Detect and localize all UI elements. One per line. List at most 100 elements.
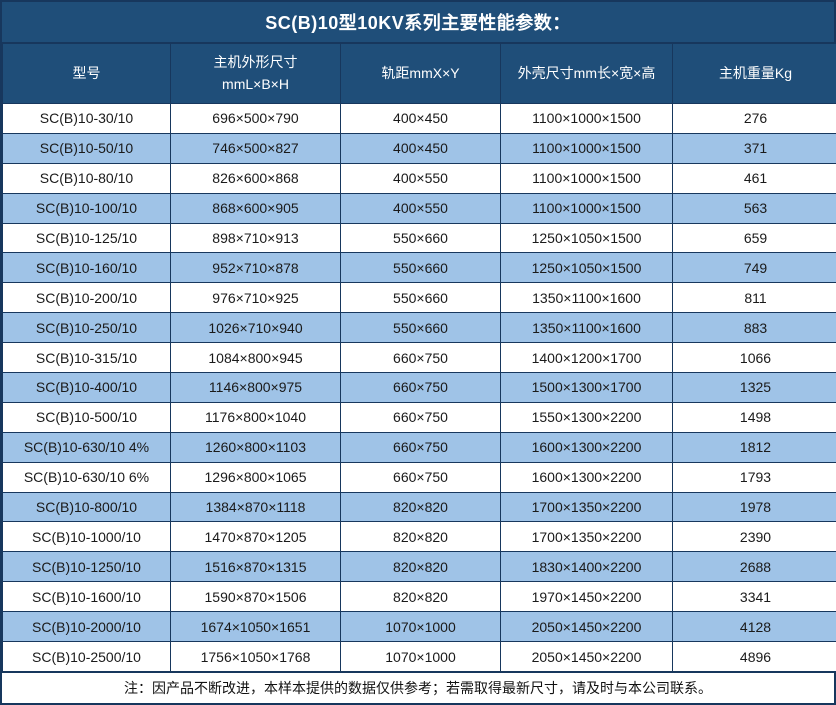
spec-cell-main-dims: 1674×1050×1651	[170, 611, 341, 643]
spec-cell-model: SC(B)10-800/10	[2, 491, 171, 523]
spec-cell-weight: 811	[672, 282, 836, 314]
spec-cell-track-gauge: 660×750	[340, 431, 501, 463]
spec-cell-shell-dims: 1100×1000×1500	[500, 103, 673, 134]
spec-cell-track-gauge: 550×660	[340, 222, 501, 254]
col-header-track-gauge: 轨距mmX×Y	[340, 43, 501, 104]
table-row: SC(B)10-100/10 868×600×905 400×550 1100×100…	[2, 192, 836, 224]
spec-cell-shell-dims: 1700×1350×2200	[500, 491, 673, 523]
table-row: SC(B)10-1250/10 1516×870×1315 820×820 1830×…	[2, 551, 836, 583]
spec-cell-main-dims: 1470×870×1205	[170, 521, 341, 553]
spec-cell-model: SC(B)10-400/10	[2, 372, 171, 403]
spec-cell-main-dims: 1084×800×945	[170, 342, 341, 374]
table-row: SC(B)10-50/10 746×500×827 400×450 1100×1000…	[2, 132, 836, 164]
spec-cell-track-gauge: 660×750	[340, 342, 501, 374]
spec-cell-model: SC(B)10-30/10	[2, 103, 171, 134]
spec-cell-main-dims: 1296×800×1065	[170, 461, 341, 493]
spec-cell-weight: 4896	[672, 641, 836, 672]
spec-cell-shell-dims: 1600×1300×2200	[500, 431, 673, 463]
table-row: SC(B)10-400/10 1146×800×975 660×750 1500×13…	[2, 372, 836, 403]
table-row: SC(B)10-800/10 1384×870×1118 820×820 1700×1…	[2, 491, 836, 523]
spec-cell-track-gauge: 400×450	[340, 103, 501, 134]
spec-cell-weight: 563	[672, 192, 836, 224]
spec-cell-shell-dims: 1250×1050×1500	[500, 252, 673, 284]
spec-cell-model: SC(B)10-250/10	[2, 312, 171, 344]
spec-cell-model: SC(B)10-630/10 6%	[2, 461, 171, 493]
spec-cell-weight: 371	[672, 132, 836, 164]
spec-cell-model: SC(B)10-500/10	[2, 401, 171, 433]
spec-cell-shell-dims: 2050×1450×2200	[500, 611, 673, 643]
table-row: SC(B)10-630/10 6% 1296×800×1065 660×750 160…	[2, 461, 836, 493]
spec-cell-model: SC(B)10-1250/10	[2, 551, 171, 583]
col-header-model: 型号	[2, 43, 171, 104]
spec-cell-shell-dims: 1100×1000×1500	[500, 192, 673, 224]
spec-cell-main-dims: 868×600×905	[170, 192, 341, 224]
spec-cell-weight: 1812	[672, 431, 836, 463]
spec-cell-weight: 1793	[672, 461, 836, 493]
table-row: SC(B)10-500/10 1176×800×1040 660×750 1550×1…	[2, 401, 836, 433]
spec-cell-track-gauge: 820×820	[340, 491, 501, 523]
col-header-weight: 主机重量Kg	[672, 43, 836, 104]
footer-note: 注：因产品不断改进，本样本提供的数据仅供参考；若需取得最新尺寸，请及时与本公司联…	[2, 672, 834, 703]
spec-cell-main-dims: 1590×870×1506	[170, 581, 341, 613]
spec-cell-track-gauge: 400×450	[340, 132, 501, 164]
spec-cell-model: SC(B)10-2500/10	[2, 641, 171, 672]
spec-cell-weight: 1498	[672, 401, 836, 433]
spec-cell-shell-dims: 1550×1300×2200	[500, 401, 673, 433]
spec-cell-model: SC(B)10-100/10	[2, 192, 171, 224]
spec-cell-shell-dims: 1600×1300×2200	[500, 461, 673, 493]
spec-cell-main-dims: 976×710×925	[170, 282, 341, 314]
spec-cell-weight: 276	[672, 103, 836, 134]
table-header: 型号 主机外形尺寸 mmL×B×H 轨距mmX×Y 外壳尺寸mm长×宽×高 主机…	[2, 43, 836, 104]
spec-cell-shell-dims: 2050×1450×2200	[500, 641, 673, 672]
spec-cell-track-gauge: 400×550	[340, 162, 501, 194]
spec-cell-shell-dims: 1700×1350×2200	[500, 521, 673, 553]
spec-cell-model: SC(B)10-80/10	[2, 162, 171, 194]
spec-cell-weight: 461	[672, 162, 836, 194]
spec-cell-shell-dims: 1970×1450×2200	[500, 581, 673, 613]
spec-cell-track-gauge: 660×750	[340, 461, 501, 493]
spec-cell-track-gauge: 1070×1000	[340, 611, 501, 643]
table-body: SC(B)10-30/10 696×500×790 400×450 1100×1000…	[2, 103, 836, 672]
spec-cell-track-gauge: 660×750	[340, 372, 501, 403]
spec-cell-main-dims: 746×500×827	[170, 132, 341, 164]
table-row: SC(B)10-125/10 898×710×913 550×660 1250×105…	[2, 222, 836, 254]
spec-cell-shell-dims: 1100×1000×1500	[500, 132, 673, 164]
spec-cell-main-dims: 696×500×790	[170, 103, 341, 134]
spec-cell-track-gauge: 400×550	[340, 192, 501, 224]
spec-cell-weight: 2688	[672, 551, 836, 583]
spec-cell-weight: 1978	[672, 491, 836, 523]
table-row: SC(B)10-30/10 696×500×790 400×450 1100×1000…	[2, 103, 836, 134]
spec-cell-weight: 1325	[672, 372, 836, 403]
spec-cell-track-gauge: 820×820	[340, 551, 501, 583]
spec-cell-main-dims: 1026×710×940	[170, 312, 341, 344]
table-row: SC(B)10-630/10 4% 1260×800×1103 660×750 160…	[2, 431, 836, 463]
spec-table: 型号 主机外形尺寸 mmL×B×H 轨距mmX×Y 外壳尺寸mm长×宽×高 主机…	[2, 43, 836, 672]
spec-cell-model: SC(B)10-630/10 4%	[2, 431, 171, 463]
table-row: SC(B)10-2000/10 1674×1050×1651 1070×1000 20…	[2, 611, 836, 643]
spec-cell-weight: 749	[672, 252, 836, 284]
spec-cell-model: SC(B)10-50/10	[2, 132, 171, 164]
spec-cell-shell-dims: 1400×1200×1700	[500, 342, 673, 374]
table-row: SC(B)10-250/10 1026×710×940 550×660 1350×11…	[2, 312, 836, 344]
table-row: SC(B)10-80/10 826×600×868 400×550 1100×1000…	[2, 162, 836, 194]
spec-cell-weight: 3341	[672, 581, 836, 613]
spec-cell-model: SC(B)10-315/10	[2, 342, 171, 374]
spec-cell-main-dims: 1384×870×1118	[170, 491, 341, 523]
spec-cell-weight: 2390	[672, 521, 836, 553]
spec-cell-shell-dims: 1250×1050×1500	[500, 222, 673, 254]
spec-cell-model: SC(B)10-1000/10	[2, 521, 171, 553]
spec-cell-track-gauge: 550×660	[340, 282, 501, 314]
spec-cell-model: SC(B)10-200/10	[2, 282, 171, 314]
spec-cell-main-dims: 826×600×868	[170, 162, 341, 194]
spec-cell-shell-dims: 1500×1300×1700	[500, 372, 673, 403]
spec-cell-shell-dims: 1350×1100×1600	[500, 312, 673, 344]
spec-cell-shell-dims: 1100×1000×1500	[500, 162, 673, 194]
spec-cell-model: SC(B)10-1600/10	[2, 581, 171, 613]
spec-cell-weight: 1066	[672, 342, 836, 374]
spec-cell-track-gauge: 820×820	[340, 581, 501, 613]
page-title: SC(B)10型10KV系列主要性能参数：	[2, 2, 834, 43]
spec-cell-track-gauge: 1070×1000	[340, 641, 501, 672]
table-row: SC(B)10-160/10 952×710×878 550×660 1250×105…	[2, 252, 836, 284]
spec-cell-main-dims: 1756×1050×1768	[170, 641, 341, 672]
